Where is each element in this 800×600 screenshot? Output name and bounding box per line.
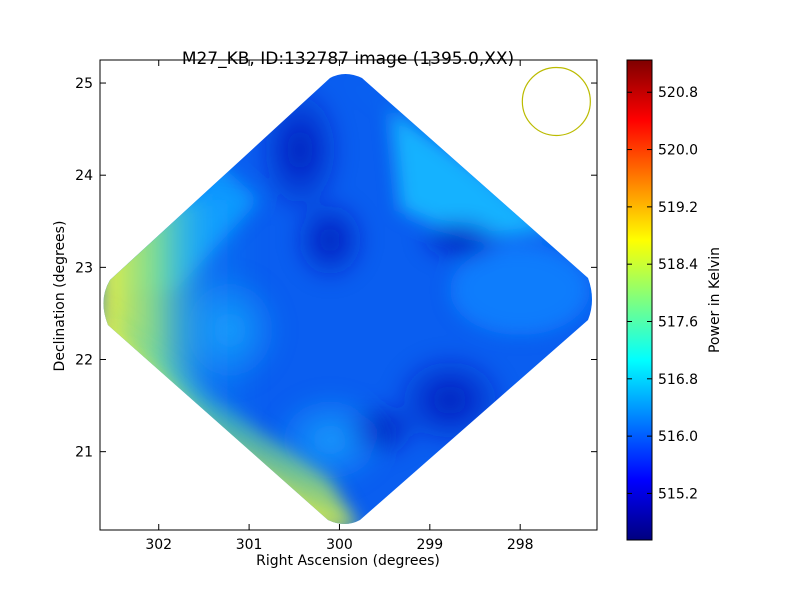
map-region-right-dark [415,215,505,265]
y-tick-label: 25 [75,76,93,92]
map-region-right [450,245,590,335]
x-tick-label: 302 [145,537,172,553]
y-tick-label: 22 [75,353,93,369]
x-axis-label: Right Ascension (degrees) [256,553,440,569]
colorbar-tick-label: 518.4 [658,257,698,273]
x-tick-label: 298 [507,537,534,553]
x-tick-label: 301 [236,537,263,553]
beam-circle [521,66,591,137]
colorbar-label: Power in Kelvin [707,247,723,353]
x-axis: 302 301 300 299 298 [145,60,534,553]
colorbar-tick-label: 520.8 [658,85,698,101]
colorbar-tick-label: 516.8 [658,372,698,388]
y-axis-label: Declination (degrees) [52,221,68,372]
y-tick-label: 23 [75,260,93,276]
colorbar-tick-label: 517.6 [658,314,698,330]
x-tick-label: 299 [416,537,443,553]
colorbar-scale [626,59,653,541]
y-tick-label: 21 [75,445,93,461]
y-axis: 21 22 23 24 25 [75,76,597,461]
chart-title: M27_KB, ID:132787 image (1395.0,XX) [182,49,514,69]
colorbar-tick-label: 515.2 [658,486,698,502]
y-tick-label: 24 [75,168,93,184]
colorbar: 515.2 516.0 516.8 517.6 518.4 519.2 520.0 520.8… [626,59,723,541]
colorbar-tick-label: 519.2 [658,200,698,216]
map-region-center-dark [290,195,370,285]
colorbar-tick-label: 516.0 [658,429,698,445]
x-tick-label: 300 [326,537,353,553]
colorbar-ticks: 515.2 516.0 516.8 517.6 518.4 519.2 520.0 520.8 [627,85,698,502]
plot-frame [99,59,598,531]
colorbar-tick-label: 520.0 [658,143,698,159]
